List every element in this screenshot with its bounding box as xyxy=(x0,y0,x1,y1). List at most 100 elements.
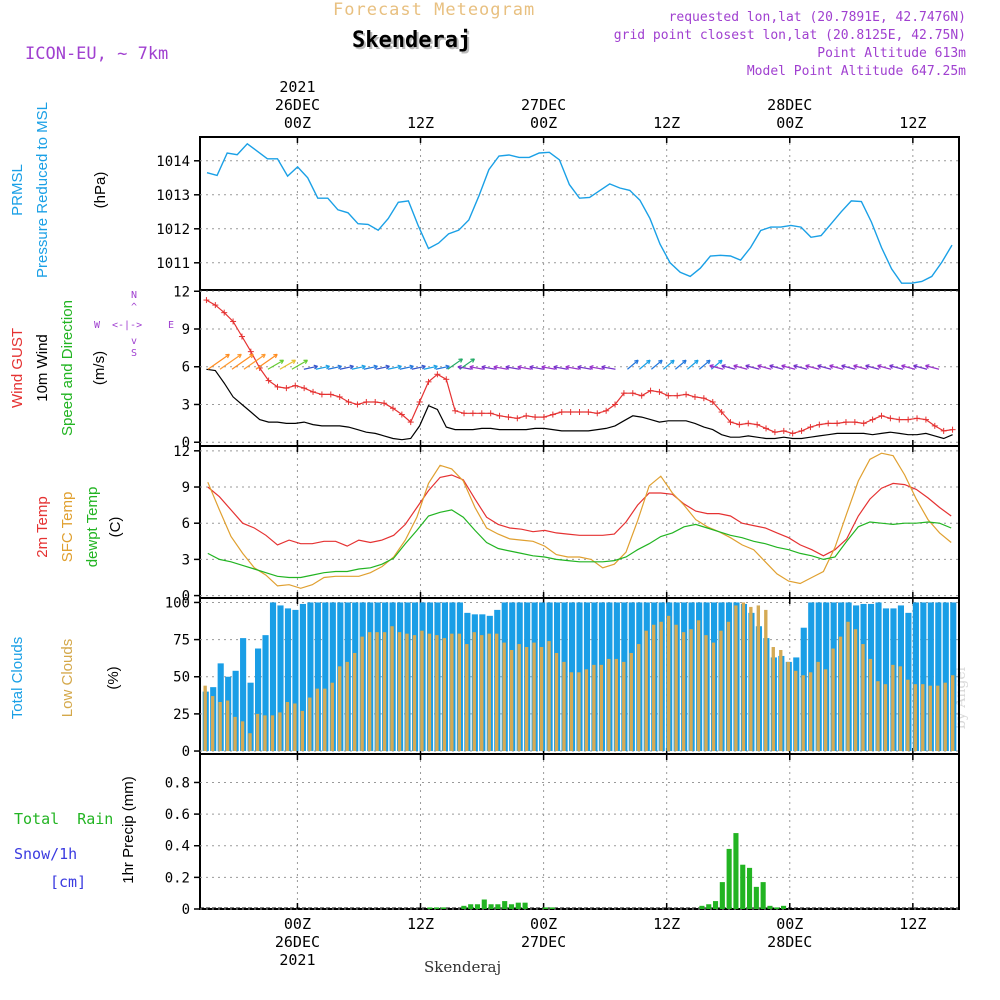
low-cloud-bar xyxy=(442,638,447,752)
precip-bar xyxy=(488,904,494,909)
top-date-label-0: 26DEC xyxy=(275,96,320,114)
temp-label-3: (C) xyxy=(107,517,124,538)
clouds-label-0: Total Clouds xyxy=(9,637,26,720)
low-cloud-bar xyxy=(674,624,678,752)
gust-marker xyxy=(265,377,272,384)
compass-north: N xyxy=(131,290,138,301)
gust-marker xyxy=(532,414,539,421)
low-cloud-bar xyxy=(240,721,245,752)
total-cloud-bar xyxy=(329,602,336,752)
gust-marker xyxy=(434,371,441,378)
wind-direction-arrow xyxy=(219,353,242,370)
low-cloud-bar xyxy=(846,621,850,752)
precip-total-rain-label: Total Rain xyxy=(14,810,113,828)
low-cloud-bar xyxy=(950,675,955,752)
low-cloud-bar xyxy=(450,633,454,752)
clouds-label-1: Low Clouds xyxy=(59,639,76,717)
wind-direction-arrow xyxy=(231,353,254,370)
top-hour-label-5: 12Z xyxy=(899,114,926,132)
gust-marker xyxy=(585,409,592,416)
gust-marker xyxy=(816,421,823,428)
compass-down-arrow: v xyxy=(131,336,138,347)
panel-frame-4 xyxy=(199,753,960,910)
gust-marker xyxy=(212,302,219,309)
ytick-label-temperature-3: 9 xyxy=(182,480,190,496)
wind-direction-arrow xyxy=(793,364,808,370)
pressure-line xyxy=(206,142,953,284)
low-cloud-bar xyxy=(861,644,865,752)
gust-marker xyxy=(798,427,805,434)
low-cloud-bar xyxy=(390,626,394,752)
low-cloud-bar xyxy=(711,642,716,752)
wind-direction-arrow xyxy=(709,364,724,370)
precip-bar xyxy=(495,904,501,909)
low-cloud-bar xyxy=(629,652,633,752)
precip-bar xyxy=(468,904,474,909)
temp-2m-line xyxy=(207,474,952,557)
gust-marker xyxy=(336,393,343,400)
low-cloud-bar xyxy=(382,632,387,752)
gust-marker xyxy=(514,415,521,422)
wind-direction-arrow xyxy=(805,364,820,370)
wind-direction-arrow xyxy=(853,364,868,370)
low-cloud-bar xyxy=(480,635,484,752)
gust-marker xyxy=(389,405,396,412)
low-cloud-bar xyxy=(509,650,514,752)
low-cloud-bar xyxy=(853,629,858,752)
low-cloud-bar xyxy=(427,633,432,752)
low-cloud-bar xyxy=(345,661,349,752)
gust-marker xyxy=(203,297,210,304)
gust-marker xyxy=(398,411,405,418)
wind-direction-arrow xyxy=(423,364,438,370)
pressure-label-0: PRMSL xyxy=(9,164,26,216)
total-cloud-bar xyxy=(299,603,306,752)
total-cloud-bar xyxy=(240,638,247,752)
bottom-date-label-4: 28DEC xyxy=(767,933,812,951)
point-altitude: Point Altitude 613m xyxy=(817,46,966,61)
temp-label-0: 2m Temp xyxy=(34,496,51,557)
low-cloud-bar xyxy=(823,669,828,752)
footer-location: Skenderaj xyxy=(424,958,502,976)
ytick-label-wind-3: 9 xyxy=(182,322,190,338)
precip-bar xyxy=(699,905,705,909)
low-cloud-bar xyxy=(225,700,230,752)
gust-marker xyxy=(674,392,681,399)
wind-direction-arrow xyxy=(565,364,580,370)
pressure-label-2: (hPa) xyxy=(92,172,109,209)
wind-direction-arrow xyxy=(674,359,687,370)
panel-frame-0 xyxy=(199,136,960,291)
low-cloud-bar xyxy=(838,636,843,752)
total-cloud-bar xyxy=(314,602,321,752)
gust-marker xyxy=(754,421,761,428)
model-label: ICON-EU, ~ 7km xyxy=(25,44,169,64)
gust-marker xyxy=(629,390,636,397)
wind-direction-arrow xyxy=(651,359,663,370)
low-cloud-bar xyxy=(293,703,297,752)
gust-marker xyxy=(540,414,547,421)
low-cloud-bar xyxy=(734,605,738,752)
low-cloud-bar xyxy=(779,650,783,752)
gust-marker xyxy=(860,420,867,427)
gust-marker xyxy=(771,429,778,436)
precip-bar xyxy=(781,905,787,909)
model-altitude: Model Point Altitude 647.25m xyxy=(746,64,966,79)
gust-marker xyxy=(452,407,459,414)
bottom-hour-label-2: 00Z xyxy=(530,915,557,933)
chart-title: Forecast Meteogram xyxy=(333,0,536,20)
low-cloud-bar xyxy=(898,666,903,752)
gust-marker xyxy=(567,409,574,416)
top-date-label-4: 28DEC xyxy=(767,96,812,114)
gust-marker xyxy=(949,426,956,433)
wind-direction-arrow xyxy=(517,364,532,370)
low-cloud-bar xyxy=(352,652,357,752)
ytick-label-wind-2: 6 xyxy=(182,360,190,376)
top-hour-label-3: 12Z xyxy=(653,114,680,132)
low-cloud-bar xyxy=(338,666,342,752)
low-cloud-bar xyxy=(764,609,768,752)
wind-direction-arrow xyxy=(710,359,723,370)
top-hour-label-1: 12Z xyxy=(407,114,434,132)
total-cloud-bar xyxy=(912,602,919,752)
low-cloud-bar xyxy=(771,647,775,752)
low-cloud-bar xyxy=(263,715,267,752)
gust-marker xyxy=(656,388,663,395)
